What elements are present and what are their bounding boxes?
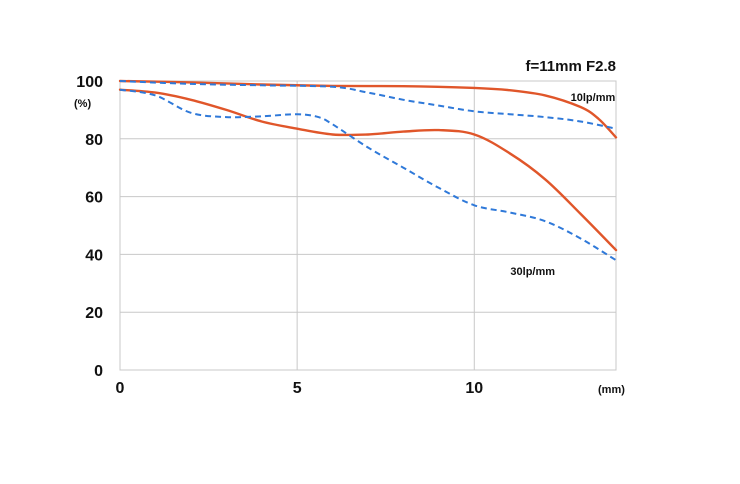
x-tick-label-5: 5	[293, 380, 302, 397]
x-tick-labels: 0 5 10	[116, 380, 484, 397]
y-tick-label-0: 0	[94, 363, 103, 380]
y-tick-label-20: 20	[85, 305, 103, 322]
y-tick-label-100: 100	[76, 74, 103, 91]
chart-title: f=11mm F2.8	[526, 58, 616, 75]
plot-frame	[119, 80, 617, 371]
y-tick-label-40: 40	[85, 247, 103, 264]
series-lines	[118, 79, 618, 262]
annotations: 10lp/mm 30lp/mm	[510, 92, 615, 278]
series-line-10lp-mm-solid	[118, 79, 618, 139]
series-line-30lp-mm-dashed	[119, 88, 617, 262]
x-axis-unit: (mm)	[598, 384, 625, 396]
y-tick-labels: 0 20 40 60 80 100	[76, 74, 103, 380]
series-line-10lp-mm-dashed	[119, 80, 617, 130]
y-tick-label-80: 80	[85, 132, 103, 149]
x-tick-label-10: 10	[465, 380, 483, 397]
series-line-30lp-mm-solid	[118, 88, 618, 252]
grid-lines	[119, 80, 617, 371]
y-axis-unit: (%)	[74, 98, 91, 110]
y-tick-label-60: 60	[85, 190, 103, 207]
x-tick-label-0: 0	[116, 380, 125, 397]
annotation-30lp-mm: 30lp/mm	[510, 266, 555, 278]
annotation-10lp-mm: 10lp/mm	[571, 92, 616, 104]
